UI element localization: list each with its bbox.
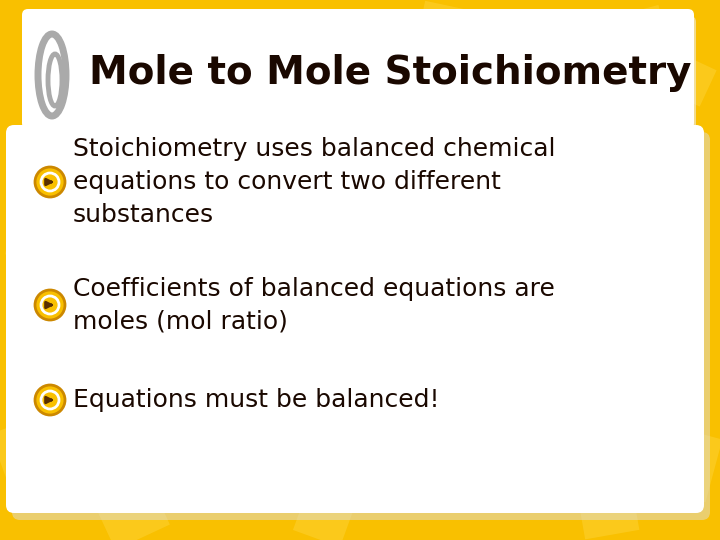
FancyBboxPatch shape <box>6 125 704 513</box>
FancyBboxPatch shape <box>12 132 710 520</box>
Circle shape <box>41 391 59 409</box>
Text: Mole to Mole Stoichiometry: Mole to Mole Stoichiometry <box>89 54 691 92</box>
Polygon shape <box>293 483 357 540</box>
Polygon shape <box>643 423 720 502</box>
Polygon shape <box>90 470 170 540</box>
Polygon shape <box>416 1 469 54</box>
Circle shape <box>41 173 59 191</box>
Polygon shape <box>53 13 122 82</box>
Polygon shape <box>576 476 639 539</box>
FancyBboxPatch shape <box>26 16 696 136</box>
Circle shape <box>35 290 65 320</box>
FancyBboxPatch shape <box>22 9 694 129</box>
Polygon shape <box>663 53 716 106</box>
Text: Coefficients of balanced equations are
moles (mol ratio): Coefficients of balanced equations are m… <box>73 276 555 333</box>
Text: Stoichiometry uses balanced chemical
equations to convert two different
substanc: Stoichiometry uses balanced chemical equ… <box>73 138 556 227</box>
Text: Equations must be balanced!: Equations must be balanced! <box>73 388 439 412</box>
Circle shape <box>35 385 65 415</box>
Polygon shape <box>5 195 75 265</box>
Circle shape <box>35 167 65 197</box>
Circle shape <box>41 296 59 314</box>
Polygon shape <box>0 410 80 500</box>
Polygon shape <box>615 5 670 60</box>
Ellipse shape <box>48 54 62 106</box>
